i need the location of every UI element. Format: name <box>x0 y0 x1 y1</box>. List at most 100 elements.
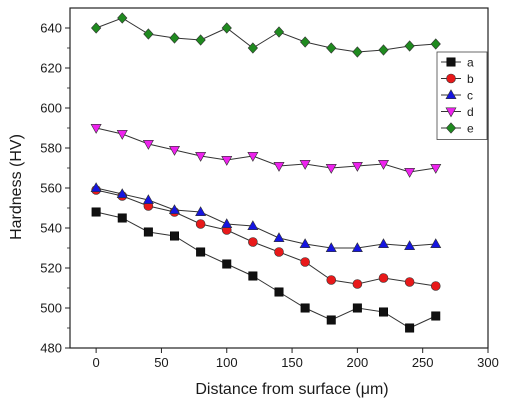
data-point-d <box>221 156 233 166</box>
legend-box <box>436 51 488 140</box>
data-point-b <box>404 277 415 287</box>
data-point-d <box>90 124 102 134</box>
x-tick-label: 250 <box>412 355 434 370</box>
x-tick-label: 100 <box>216 355 238 370</box>
data-point-d <box>325 164 337 174</box>
data-point-e <box>378 44 389 56</box>
y-tick-label: 620 <box>40 61 62 76</box>
data-point-e <box>326 42 337 54</box>
data-point-a <box>170 231 180 241</box>
data-point-b <box>352 279 363 289</box>
x-tick-label: 0 <box>93 355 100 370</box>
data-point-a <box>405 323 415 333</box>
data-point-a <box>431 311 441 321</box>
data-point-a <box>91 207 101 217</box>
data-point-e <box>91 22 102 34</box>
legend-label: c <box>467 89 473 103</box>
data-point-e <box>352 46 363 58</box>
y-tick-label: 540 <box>40 221 62 236</box>
legend-label: e <box>467 122 474 136</box>
y-tick-label: 480 <box>40 341 62 356</box>
data-point-a <box>326 315 336 325</box>
data-point-e <box>300 36 311 48</box>
data-point-e <box>117 12 128 24</box>
data-point-a <box>117 213 127 223</box>
data-point-c <box>299 238 311 248</box>
data-point-d <box>195 152 207 162</box>
data-point-e <box>143 28 154 40</box>
data-point-e <box>430 38 441 50</box>
data-point-e <box>247 42 258 54</box>
series-line-d <box>96 127 436 173</box>
series-b <box>91 185 441 291</box>
data-point-c <box>90 182 102 192</box>
legend-item-a: a <box>441 56 474 70</box>
y-tick-label: 640 <box>40 21 62 36</box>
data-point-b <box>326 275 337 285</box>
series-line-c <box>96 187 436 249</box>
data-point-a <box>143 227 153 237</box>
data-point-c <box>325 242 337 252</box>
data-point-c <box>195 206 207 216</box>
data-point-d <box>116 130 128 140</box>
legend-label: b <box>467 72 474 86</box>
data-point-a <box>352 303 362 313</box>
data-point-c <box>168 204 181 214</box>
data-point-a <box>274 287 284 297</box>
series-c <box>90 182 442 252</box>
data-point-a <box>222 259 232 269</box>
legend-item-c: c <box>441 89 473 103</box>
y-axis-title: Hardness (HV) <box>8 134 25 240</box>
data-point-d <box>299 160 311 170</box>
data-point-e <box>404 40 415 52</box>
data-point-c <box>221 218 233 228</box>
series-a <box>91 207 441 333</box>
legend-marker <box>445 89 457 99</box>
data-point-a <box>300 303 310 313</box>
data-point-d <box>142 140 154 150</box>
legend-label: a <box>467 56 474 70</box>
data-point-d <box>247 152 259 162</box>
plot-frame <box>69 7 489 349</box>
data-point-c <box>116 188 128 198</box>
y-tick-label: 520 <box>40 261 62 276</box>
data-point-b <box>195 219 206 229</box>
data-point-c <box>404 240 416 250</box>
data-point-a <box>378 307 388 317</box>
y-tick-label: 580 <box>40 141 62 156</box>
data-point-a <box>248 271 258 281</box>
data-point-b <box>274 247 284 257</box>
data-point-c <box>273 232 285 242</box>
x-axis-title: Distance from surface (μm) <box>195 381 388 398</box>
y-tick-label: 600 <box>40 101 62 116</box>
y-tick-label: 560 <box>40 181 62 196</box>
data-point-b <box>300 257 310 267</box>
x-tick-label: 150 <box>281 355 303 370</box>
data-point-d <box>168 146 181 156</box>
legend-item-e: e <box>441 122 474 136</box>
series-e <box>91 12 441 58</box>
data-point-e <box>273 26 285 38</box>
data-point-c <box>247 220 259 230</box>
legend-item-b: b <box>441 72 474 86</box>
data-point-d <box>430 164 442 174</box>
data-point-e <box>195 34 206 46</box>
data-point-c <box>351 242 363 252</box>
data-point-c <box>142 194 154 204</box>
data-point-c <box>377 238 390 248</box>
data-point-d <box>404 168 416 178</box>
legend-marker <box>445 107 457 118</box>
x-tick-label: 50 <box>154 355 168 370</box>
legend-item-d: d <box>441 105 474 119</box>
series-d <box>90 124 442 178</box>
data-point-c <box>430 238 442 248</box>
data-point-a <box>196 247 206 257</box>
legend-marker <box>446 73 456 84</box>
data-point-b <box>248 237 258 247</box>
x-tick-label: 200 <box>347 355 369 370</box>
legend-marker <box>445 122 457 134</box>
legend-label: d <box>467 105 474 119</box>
legend-marker <box>446 57 456 67</box>
data-point-d <box>351 162 363 172</box>
